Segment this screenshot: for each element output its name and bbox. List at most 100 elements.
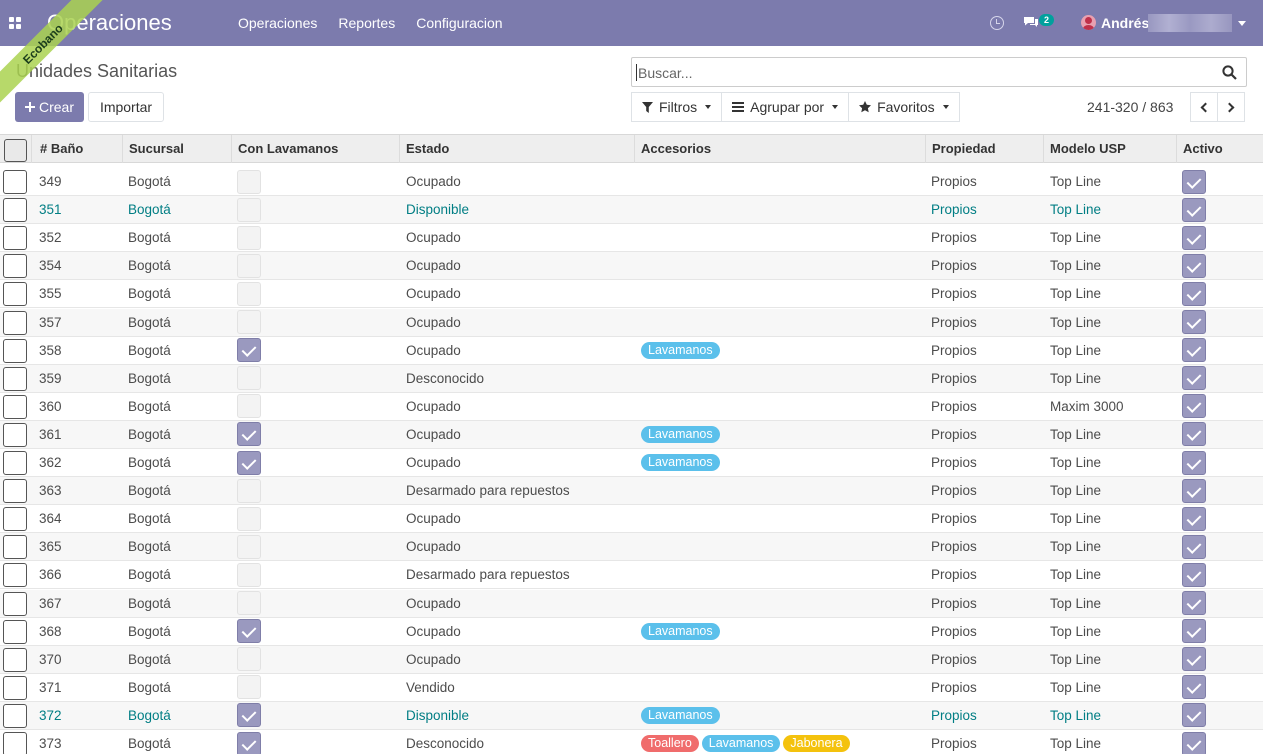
column-header-estado[interactable]: Estado: [399, 135, 634, 163]
row-select-checkbox[interactable]: [3, 647, 27, 672]
activo-checkbox[interactable]: [1182, 338, 1206, 363]
activo-checkbox[interactable]: [1182, 422, 1206, 447]
activo-checkbox[interactable]: [1182, 394, 1206, 419]
menu-item-configuracion[interactable]: Configuracion: [416, 15, 503, 31]
column-header-lavamanos[interactable]: Con Lavamanos: [231, 135, 399, 163]
table-row[interactable]: 371 Bogotá Vendido Propios Top Line: [0, 673, 1263, 702]
column-header-accesorios[interactable]: Accesorios: [634, 135, 925, 163]
row-select-checkbox[interactable]: [3, 591, 27, 616]
column-header-activo[interactable]: Activo: [1176, 135, 1263, 163]
activity-clock-icon[interactable]: [990, 16, 1004, 30]
filters-dropdown[interactable]: Filtros: [631, 92, 723, 122]
lavamanos-checkbox[interactable]: [237, 675, 261, 700]
table-row[interactable]: 365 Bogotá Ocupado Propios Top Line: [0, 533, 1263, 562]
table-row[interactable]: 364 Bogotá Ocupado Propios Top Line: [0, 505, 1263, 534]
row-select-checkbox[interactable]: [3, 422, 27, 447]
lavamanos-checkbox[interactable]: [237, 591, 261, 615]
row-select-checkbox[interactable]: [3, 310, 27, 335]
row-select-checkbox[interactable]: [3, 254, 27, 279]
lavamanos-checkbox[interactable]: [237, 253, 261, 278]
table-row[interactable]: 354 Bogotá Ocupado Propios Top Line: [0, 252, 1263, 281]
table-row[interactable]: 372 Bogotá Disponible Lavamanos Propios Top L…: [0, 701, 1263, 730]
table-row[interactable]: 351 Bogotá Disponible Propios Top Line: [0, 196, 1263, 225]
activo-checkbox[interactable]: [1182, 450, 1206, 475]
select-all-checkbox[interactable]: [4, 139, 27, 162]
table-row[interactable]: 363 Bogotá Desarmado para repuestos Propios…: [0, 477, 1263, 506]
table-row[interactable]: 352 Bogotá Ocupado Propios Top Line: [0, 224, 1263, 253]
row-select-checkbox[interactable]: [3, 732, 27, 754]
column-header-propiedad[interactable]: Propiedad: [925, 135, 1043, 163]
activo-checkbox[interactable]: [1182, 310, 1206, 334]
activo-checkbox[interactable]: [1182, 534, 1206, 559]
lavamanos-checkbox[interactable]: [237, 169, 261, 194]
table-row[interactable]: 360 Bogotá Ocupado Propios Maxim 3000: [0, 392, 1263, 421]
row-select-checkbox[interactable]: [3, 170, 27, 194]
table-row[interactable]: 368 Bogotá Ocupado Lavamanos Propios Top Line: [0, 617, 1263, 646]
lavamanos-checkbox[interactable]: [237, 366, 261, 391]
table-row[interactable]: 359 Bogotá Desconocido Propios Top Line: [0, 364, 1263, 393]
column-header-modelo[interactable]: Modelo USP: [1043, 135, 1176, 163]
column-header-sucursal[interactable]: Sucursal: [122, 135, 231, 163]
user-name[interactable]: Andrés: [1101, 15, 1150, 31]
pager-next-button[interactable]: [1217, 92, 1245, 122]
row-select-checkbox[interactable]: [3, 451, 27, 475]
lavamanos-checkbox[interactable]: [237, 281, 261, 306]
lavamanos-checkbox[interactable]: [237, 394, 261, 419]
activo-checkbox[interactable]: [1182, 366, 1206, 391]
row-select-checkbox[interactable]: [3, 198, 27, 223]
apps-menu-icon[interactable]: [9, 17, 21, 29]
activo-checkbox[interactable]: [1182, 478, 1206, 503]
avatar[interactable]: [1081, 15, 1096, 30]
table-row[interactable]: 370 Bogotá Ocupado Propios Top Line: [0, 645, 1263, 674]
row-select-checkbox[interactable]: [3, 563, 27, 588]
activo-checkbox[interactable]: [1182, 675, 1206, 700]
activo-checkbox[interactable]: [1182, 619, 1206, 644]
import-button[interactable]: Importar: [88, 92, 164, 122]
lavamanos-checkbox[interactable]: [237, 338, 261, 363]
row-select-checkbox[interactable]: [3, 703, 27, 728]
lavamanos-checkbox[interactable]: [237, 703, 261, 728]
activo-checkbox[interactable]: [1182, 731, 1206, 754]
activo-checkbox[interactable]: [1182, 591, 1206, 615]
row-select-checkbox[interactable]: [3, 366, 27, 391]
pager-previous-button[interactable]: [1190, 92, 1218, 122]
row-select-checkbox[interactable]: [3, 619, 27, 644]
activo-checkbox[interactable]: [1182, 281, 1206, 306]
lavamanos-checkbox[interactable]: [237, 422, 261, 447]
lavamanos-checkbox[interactable]: [237, 310, 261, 334]
table-row[interactable]: 355 Bogotá Ocupado Propios Top Line: [0, 280, 1263, 309]
lavamanos-checkbox[interactable]: [237, 562, 261, 587]
row-select-checkbox[interactable]: [3, 226, 27, 251]
lavamanos-checkbox[interactable]: [237, 450, 261, 475]
table-row[interactable]: 366 Bogotá Desarmado para repuestos Propios…: [0, 561, 1263, 590]
search-icon[interactable]: [1222, 65, 1237, 80]
row-select-checkbox[interactable]: [3, 535, 27, 560]
groupby-dropdown[interactable]: Agrupar por: [721, 92, 850, 122]
table-row[interactable]: 358 Bogotá Ocupado Lavamanos Propios Top Line: [0, 336, 1263, 365]
chat-icon[interactable]: [1023, 16, 1039, 28]
table-row[interactable]: 362 Bogotá Ocupado Lavamanos Propios Top Line: [0, 449, 1263, 477]
menu-item-operaciones[interactable]: Operaciones: [238, 15, 318, 31]
table-row[interactable]: 367 Bogotá Ocupado Propios Top Line: [0, 589, 1263, 618]
lavamanos-checkbox[interactable]: [237, 225, 261, 250]
chevron-down-icon[interactable]: [1238, 21, 1246, 26]
activo-checkbox[interactable]: [1182, 197, 1206, 222]
column-header-num[interactable]: # Baño: [31, 135, 122, 163]
activo-checkbox[interactable]: [1182, 562, 1206, 587]
lavamanos-checkbox[interactable]: [237, 506, 261, 531]
create-button[interactable]: Crear: [15, 92, 84, 122]
activo-checkbox[interactable]: [1182, 225, 1206, 250]
table-row[interactable]: 349 Bogotá Ocupado Propios Top Line: [0, 168, 1263, 196]
activo-checkbox[interactable]: [1182, 253, 1206, 278]
menu-item-reportes[interactable]: Reportes: [338, 15, 396, 31]
lavamanos-checkbox[interactable]: [237, 478, 261, 503]
pager-value[interactable]: 241-320 / 863: [1087, 99, 1174, 115]
lavamanos-checkbox[interactable]: [237, 619, 261, 644]
lavamanos-checkbox[interactable]: [237, 197, 261, 222]
activo-checkbox[interactable]: [1182, 169, 1206, 194]
lavamanos-checkbox[interactable]: [237, 731, 261, 754]
lavamanos-checkbox[interactable]: [237, 647, 261, 672]
row-select-checkbox[interactable]: [3, 338, 27, 363]
activo-checkbox[interactable]: [1182, 647, 1206, 672]
row-select-checkbox[interactable]: [3, 479, 27, 504]
